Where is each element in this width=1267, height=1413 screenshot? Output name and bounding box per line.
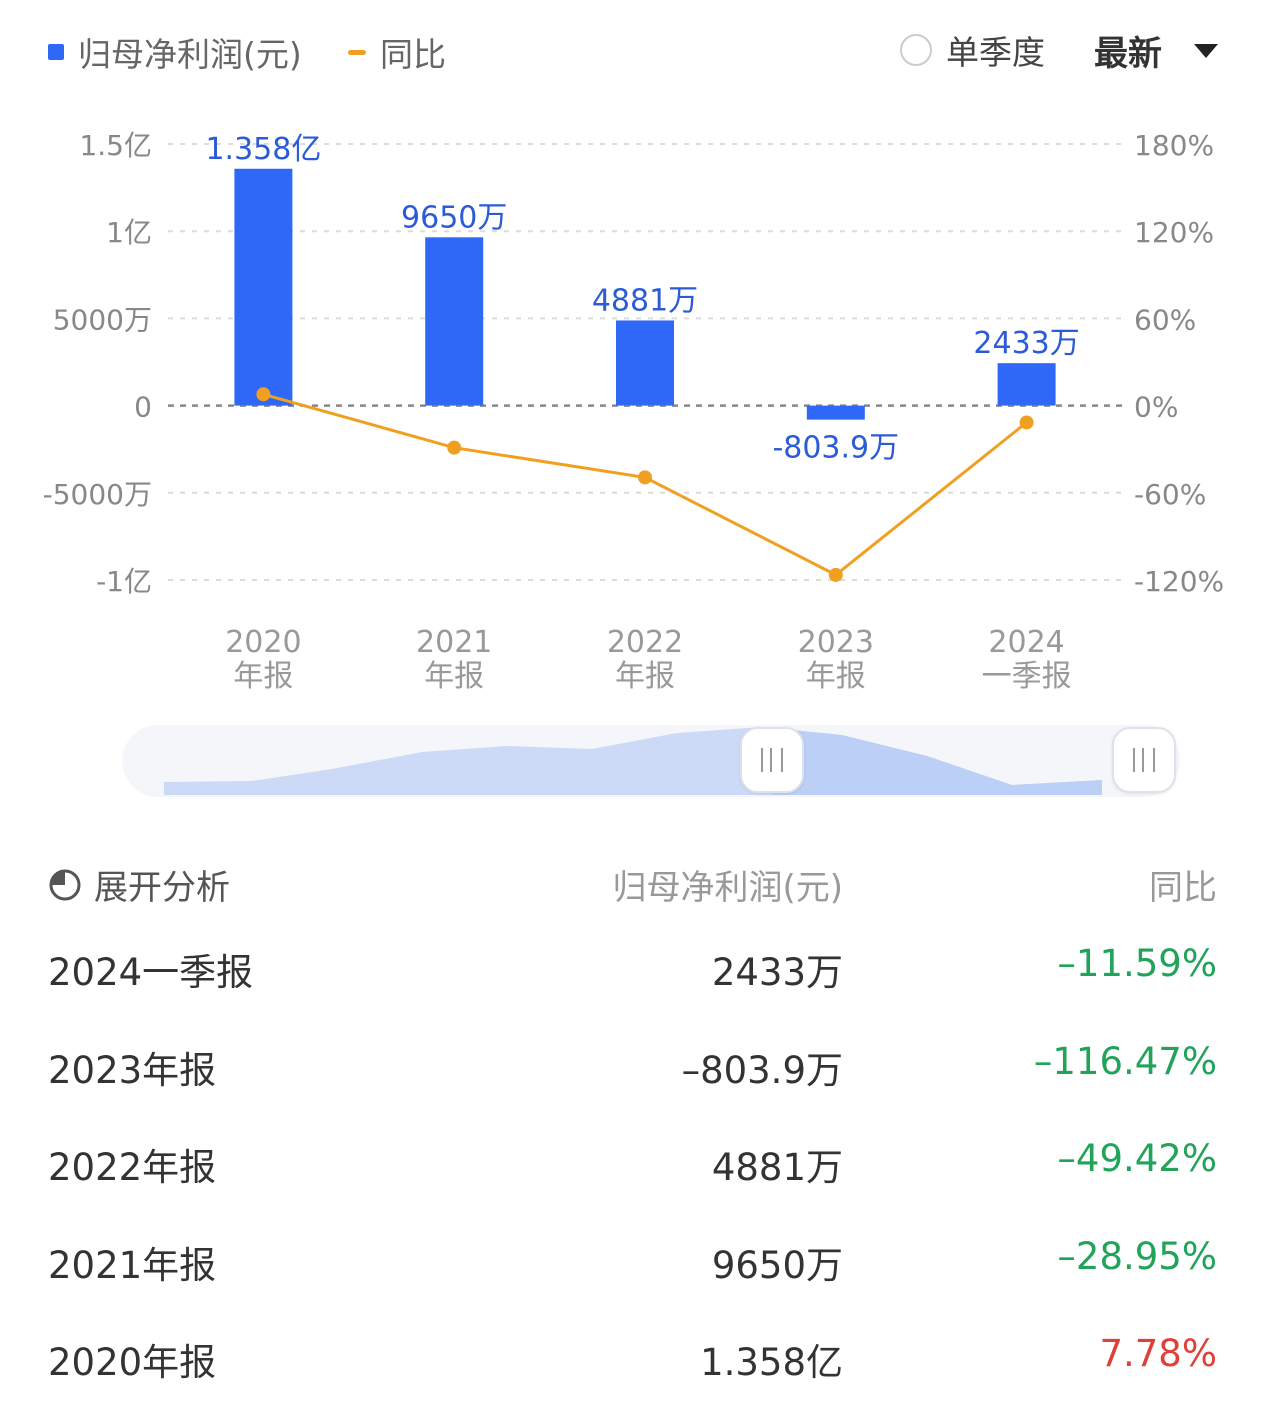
legend-line-label: 同比: [380, 35, 446, 74]
slider-preview: [164, 727, 1102, 795]
x-tick-year: 2020: [225, 625, 301, 660]
x-tick-period: 年报: [424, 659, 484, 694]
bar: [234, 168, 293, 406]
column-header-yoy: 同比: [1149, 868, 1217, 908]
row-period: 2021年报: [48, 1243, 217, 1287]
expand-analysis-button[interactable]: 展开分析: [48, 860, 230, 909]
grip-icon: [761, 748, 783, 772]
x-tick-year: 2022: [607, 625, 683, 660]
data-table: 展开分析 归母净利润(元) 同比 2024一季报 2433万 –11.59% 2023…: [0, 840, 1267, 1408]
bar-data-labels: 1.358亿 9650万 4881万 -803.9万 2433万: [205, 132, 1079, 466]
left-tick-label: 1.5亿: [79, 129, 152, 162]
single-quarter-label: 单季度: [946, 33, 1045, 72]
profit-chart: 1.5亿 1亿 5000万 0 -5000万 -1亿 180% 120% 60% 0% -60% -…: [43, 129, 1225, 694]
right-axis: 180% 120% 60% 0% -60% -120%: [1134, 129, 1224, 598]
row-yoy: –28.95%: [1057, 1234, 1217, 1278]
right-tick-label: -120%: [1134, 565, 1224, 598]
left-tick-label: 1亿: [106, 216, 152, 249]
dropdown-value: 最新: [1094, 34, 1162, 74]
yoy-point: [1019, 415, 1034, 430]
bar: [616, 320, 674, 406]
x-tick-period: 一季报: [982, 659, 1072, 694]
legend-line-swatch: [348, 49, 366, 55]
right-tick-label: -60%: [1134, 478, 1206, 511]
row-period: 2020年报: [48, 1341, 217, 1384]
column-header-profit: 归母净利润(元): [612, 868, 843, 908]
right-tick-label: 180%: [1134, 129, 1214, 162]
x-tick-year: 2023: [798, 625, 874, 660]
right-tick-label: 60%: [1134, 303, 1196, 336]
table-row[interactable]: 2022年报 4881万 –49.42%: [0, 1115, 1267, 1213]
x-tick-year: 2021: [416, 625, 492, 660]
bar: [806, 405, 865, 420]
range-slider[interactable]: [122, 725, 1180, 797]
legend-bar[interactable]: 归母净利润(元): [48, 28, 302, 76]
x-tick-period: 年报: [806, 659, 866, 694]
row-yoy: 7.78%: [1099, 1332, 1217, 1375]
row-value: 2433万: [711, 951, 843, 994]
right-tick-label: 120%: [1134, 216, 1214, 249]
row-value: 9650万: [711, 1243, 843, 1287]
row-value: 4881万: [711, 1146, 843, 1189]
grid-lines: [168, 143, 1122, 581]
yoy-line-series: [256, 387, 1034, 582]
yoy-point: [256, 387, 271, 402]
bar-series: [234, 168, 1056, 420]
legend-bar-swatch: [48, 44, 64, 60]
period-dropdown[interactable]: 最新: [1094, 26, 1218, 75]
bar-data-label: 4881万: [592, 283, 698, 318]
row-value: 1.358亿: [700, 1341, 843, 1384]
table-header: 展开分析 归母净利润(元) 同比: [0, 840, 1267, 920]
legend-bar-label: 归母净利润(元): [78, 35, 302, 74]
table-row[interactable]: 2023年报 –803.9万 –116.47%: [0, 1018, 1267, 1116]
expand-analysis-label: 展开分析: [94, 868, 230, 908]
slider-right-handle[interactable]: [1112, 727, 1176, 793]
bar-data-label: 1.358亿: [205, 132, 321, 167]
table-row[interactable]: 2021年报 9650万 –28.95%: [0, 1213, 1267, 1311]
x-tick-year: 2024: [988, 625, 1064, 660]
slider-left-handle[interactable]: [740, 727, 804, 793]
yoy-line: [262, 392, 1028, 577]
row-yoy: –49.42%: [1057, 1137, 1217, 1180]
grip-icon: [1133, 748, 1155, 772]
yoy-point: [447, 440, 462, 455]
bar-data-label: 9650万: [401, 200, 507, 235]
top-bar: 归母净利润(元) 同比 单季度 最新: [0, 0, 1267, 100]
left-tick-label: -5000万: [43, 478, 152, 511]
table-row[interactable]: 2024一季报 2433万 –11.59%: [0, 920, 1267, 1018]
yoy-point: [638, 470, 652, 485]
yoy-point: [828, 567, 843, 582]
pie-chart-icon: [49, 869, 81, 900]
x-tick-period: 年报: [615, 659, 675, 694]
x-tick-period: 年报: [233, 659, 293, 694]
legend-line[interactable]: 同比: [348, 28, 446, 76]
table-row[interactable]: 2020年报 1.358亿 7.78%: [0, 1310, 1267, 1408]
bar: [997, 363, 1056, 406]
left-tick-label: -1亿: [96, 565, 152, 598]
single-quarter-radio[interactable]: 单季度: [900, 26, 1045, 74]
row-value: –803.9万: [681, 1048, 843, 1092]
left-tick-label: 5000万: [53, 303, 152, 336]
radio-circle-icon[interactable]: [900, 34, 932, 66]
bar-data-label: 2433万: [973, 326, 1079, 361]
row-yoy: –11.59%: [1057, 942, 1217, 985]
left-axis: 1.5亿 1亿 5000万 0 -5000万 -1亿: [43, 129, 152, 598]
slider-selected-area: [772, 728, 1102, 795]
row-period: 2024一季报: [48, 951, 254, 994]
right-tick-label: 0%: [1134, 391, 1178, 424]
row-yoy: –116.47%: [1033, 1039, 1217, 1083]
row-period: 2023年报: [48, 1048, 217, 1092]
bar-data-label: -803.9万: [772, 431, 899, 466]
left-tick-label: 0: [134, 391, 152, 424]
row-period: 2022年报: [48, 1146, 217, 1189]
bar: [425, 237, 484, 406]
table-body: 2024一季报 2433万 –11.59% 2023年报 –803.9万 –116.47%…: [0, 920, 1267, 1408]
caret-down-icon: [1194, 43, 1218, 58]
